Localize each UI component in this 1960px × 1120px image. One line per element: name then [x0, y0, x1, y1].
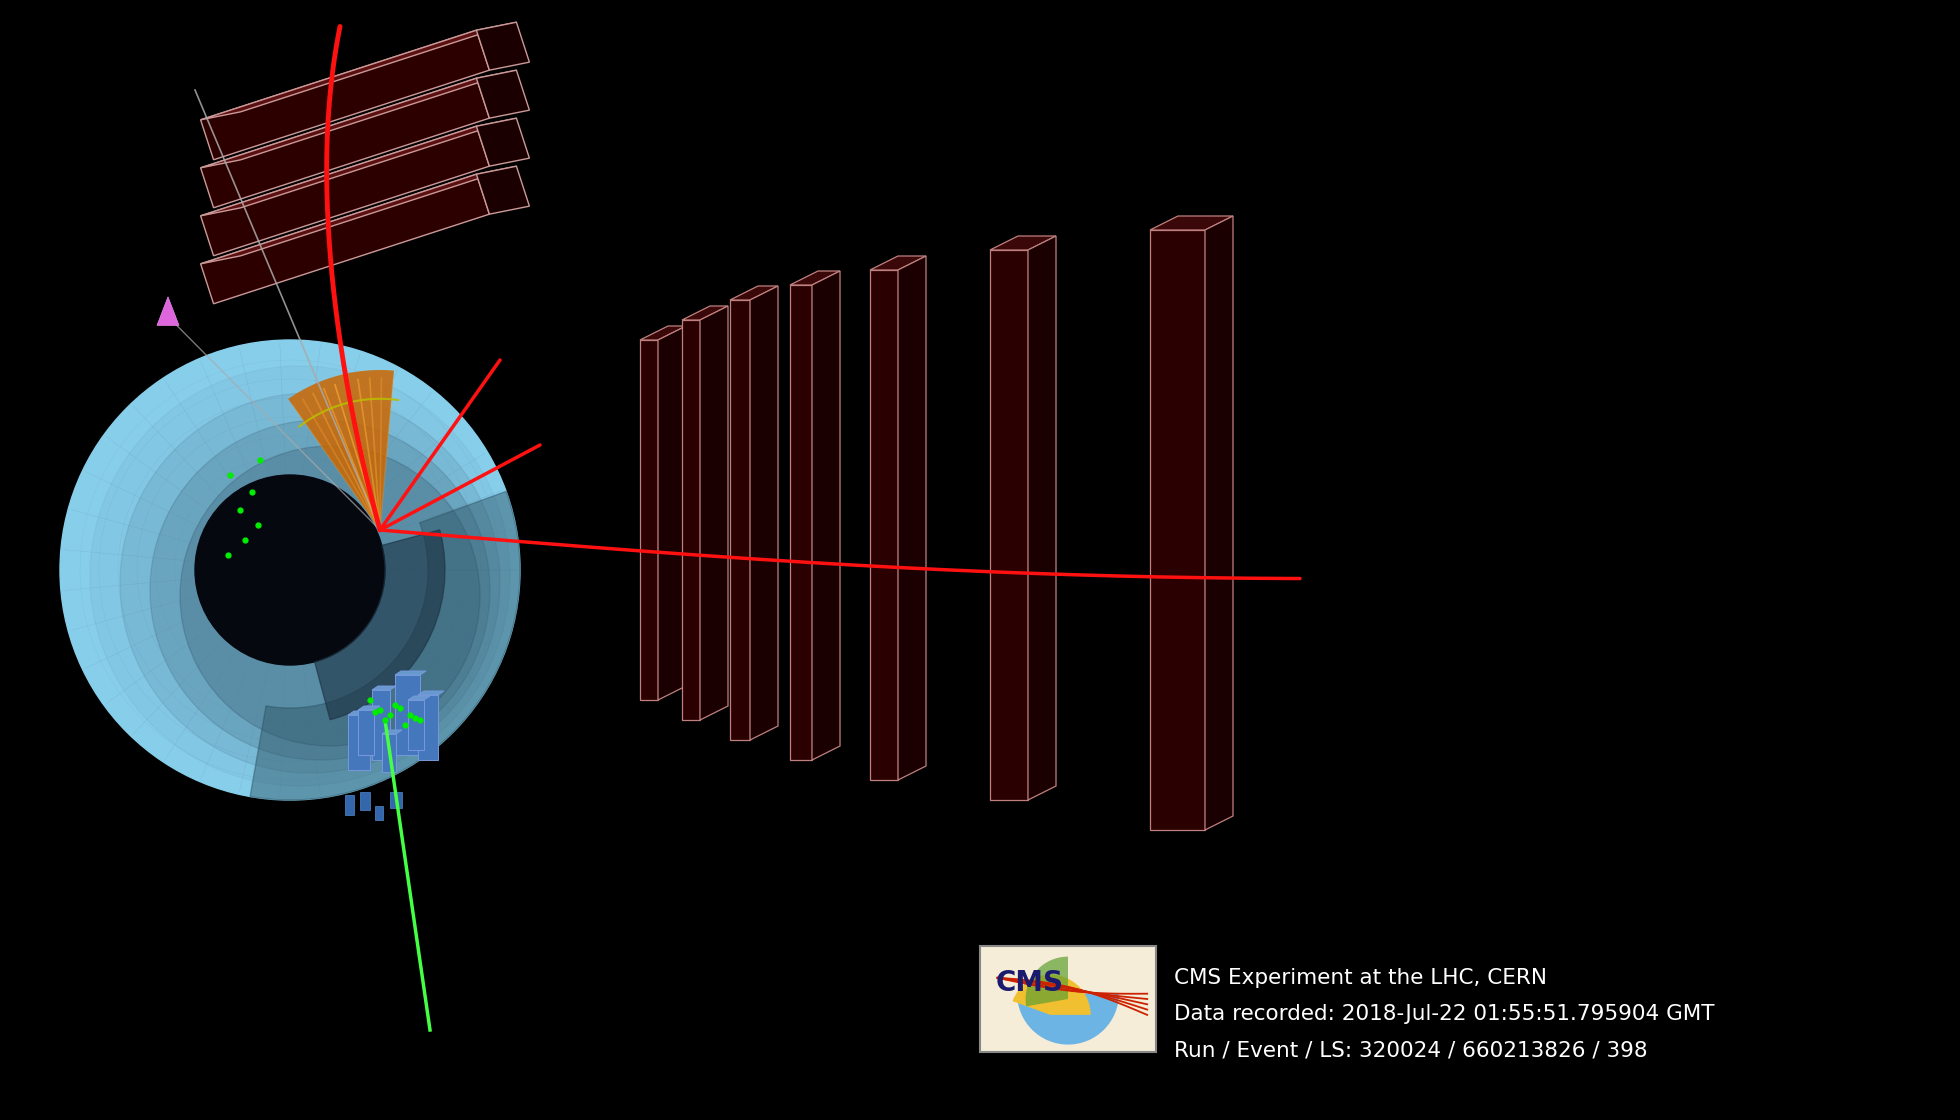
Wedge shape — [1013, 974, 1090, 1015]
Polygon shape — [200, 175, 490, 304]
Polygon shape — [408, 696, 429, 700]
Polygon shape — [1027, 236, 1056, 800]
Polygon shape — [200, 71, 515, 168]
Polygon shape — [372, 685, 396, 690]
Polygon shape — [682, 306, 727, 320]
Polygon shape — [729, 286, 778, 300]
Polygon shape — [641, 326, 686, 340]
Polygon shape — [200, 22, 515, 120]
Polygon shape — [729, 300, 751, 740]
Circle shape — [194, 475, 384, 665]
Wedge shape — [316, 530, 445, 720]
Polygon shape — [1151, 230, 1205, 830]
Polygon shape — [1205, 216, 1233, 830]
Polygon shape — [790, 271, 841, 284]
Circle shape — [180, 446, 480, 746]
Polygon shape — [200, 30, 490, 160]
Text: Data recorded: 2018-Jul-22 01:55:51.795904 GMT: Data recorded: 2018-Jul-22 01:55:51.7959… — [1174, 1004, 1715, 1024]
Bar — [382, 734, 396, 772]
Polygon shape — [476, 71, 529, 119]
Polygon shape — [751, 286, 778, 740]
Bar — [390, 792, 402, 808]
Polygon shape — [288, 370, 394, 530]
Circle shape — [120, 393, 500, 773]
Polygon shape — [200, 127, 490, 255]
Bar — [361, 792, 370, 810]
Polygon shape — [417, 691, 445, 696]
Bar — [359, 710, 374, 755]
Text: Run / Event / LS: 320024 / 660213826 / 398: Run / Event / LS: 320024 / 660213826 / 3… — [1174, 1040, 1648, 1060]
Bar — [417, 696, 437, 760]
Polygon shape — [659, 326, 686, 700]
Bar — [980, 946, 1156, 1052]
Polygon shape — [476, 22, 529, 71]
Polygon shape — [682, 320, 700, 720]
Text: CMS Experiment at the LHC, CERN: CMS Experiment at the LHC, CERN — [1174, 968, 1546, 988]
Wedge shape — [1017, 993, 1119, 1045]
Polygon shape — [1151, 216, 1233, 230]
Polygon shape — [898, 256, 925, 780]
Wedge shape — [251, 492, 519, 800]
Polygon shape — [476, 119, 529, 166]
Bar — [349, 715, 370, 771]
Polygon shape — [870, 256, 925, 270]
Polygon shape — [157, 297, 178, 326]
Polygon shape — [396, 671, 425, 675]
Bar — [396, 675, 419, 755]
Polygon shape — [811, 271, 841, 760]
Polygon shape — [790, 284, 811, 760]
Polygon shape — [200, 119, 515, 216]
Polygon shape — [990, 236, 1056, 250]
Polygon shape — [641, 340, 659, 700]
Polygon shape — [349, 711, 376, 715]
Polygon shape — [990, 250, 1027, 800]
Circle shape — [61, 340, 519, 800]
Polygon shape — [200, 166, 515, 264]
Bar — [374, 806, 382, 820]
Circle shape — [151, 420, 490, 760]
Polygon shape — [382, 730, 402, 734]
Bar — [408, 700, 423, 750]
Polygon shape — [359, 706, 380, 710]
Polygon shape — [200, 78, 490, 208]
Polygon shape — [870, 270, 898, 780]
Bar — [345, 795, 355, 815]
Text: CMS: CMS — [996, 969, 1062, 997]
Bar — [372, 690, 390, 760]
Polygon shape — [476, 166, 529, 214]
Wedge shape — [1025, 956, 1068, 1007]
Polygon shape — [700, 306, 727, 720]
